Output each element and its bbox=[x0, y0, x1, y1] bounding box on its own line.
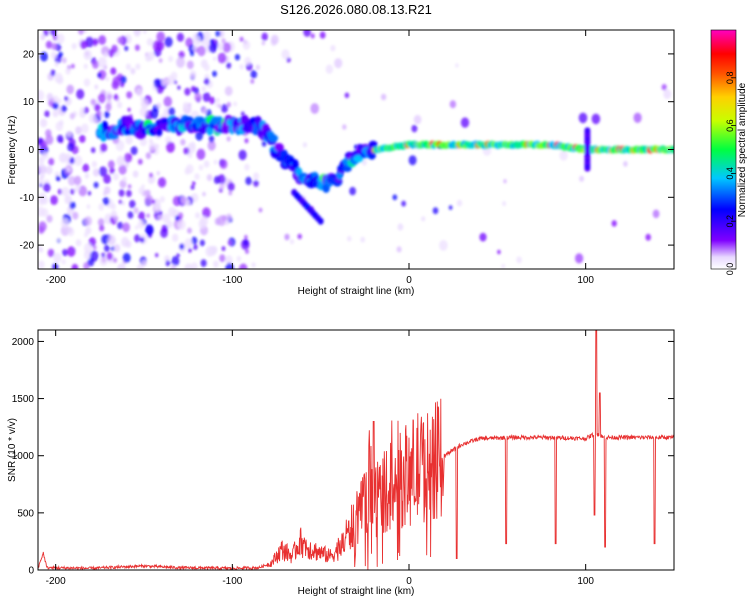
y-tick-label: 1500 bbox=[12, 394, 35, 405]
colorbar-tick-label: 0.8 bbox=[725, 72, 735, 85]
x-tick-label: 0 bbox=[406, 275, 412, 286]
colorbar-tick-label: 0.6 bbox=[725, 119, 735, 132]
spectrogram-image bbox=[38, 30, 674, 269]
spectrogram-xlabel: Height of straight line (km) bbox=[298, 286, 415, 297]
snr-xlabel: Height of straight line (km) bbox=[298, 586, 415, 597]
x-tick-label: 0 bbox=[406, 576, 412, 587]
y-tick-label: 10 bbox=[23, 97, 35, 108]
colorbar-tick-label: 0.4 bbox=[725, 167, 735, 180]
figure-title: S126.2026.080.08.13.R21 bbox=[280, 2, 432, 17]
colorbar-tick-label: 0.2 bbox=[725, 215, 735, 228]
colorbar: 0.0 0.2 0.4 0.6 0.8 Normalized spectral ampl… bbox=[710, 29, 748, 276]
snr-plot-area bbox=[38, 330, 674, 570]
colorbar-tick-label: 0.0 bbox=[725, 263, 735, 276]
x-tick-label: -200 bbox=[46, 576, 66, 587]
x-tick-label: 100 bbox=[577, 576, 594, 587]
x-tick-label: -100 bbox=[222, 275, 242, 286]
colorbar-label: Normalized spectral amplitude bbox=[737, 82, 748, 217]
snr-series-line bbox=[38, 330, 674, 570]
y-tick-label: 20 bbox=[23, 49, 35, 60]
colorbar-ticks: 0.0 0.2 0.4 0.6 0.8 bbox=[725, 72, 736, 276]
y-tick-label: 500 bbox=[17, 508, 34, 519]
x-tick-label: -100 bbox=[222, 576, 242, 587]
y-tick-label: 0 bbox=[28, 566, 34, 577]
x-tick-label: 100 bbox=[577, 275, 594, 286]
y-tick-label: 1000 bbox=[12, 451, 35, 462]
snr-frame bbox=[37, 329, 675, 571]
spectrogram-track bbox=[95, 114, 674, 225]
spectrogram-ylabel: Frequency (Hz) bbox=[7, 116, 18, 185]
y-tick-label: -20 bbox=[20, 241, 35, 252]
snr-ylabel: SNR (10 * v/v) bbox=[7, 418, 18, 482]
y-tick-label: 0 bbox=[28, 145, 34, 156]
colorbar-gradient bbox=[710, 29, 737, 270]
y-tick-label: 2000 bbox=[12, 337, 35, 348]
y-tick-label: -10 bbox=[20, 193, 35, 204]
spectrogram-noise bbox=[38, 30, 672, 269]
x-tick-label: -200 bbox=[46, 275, 66, 286]
